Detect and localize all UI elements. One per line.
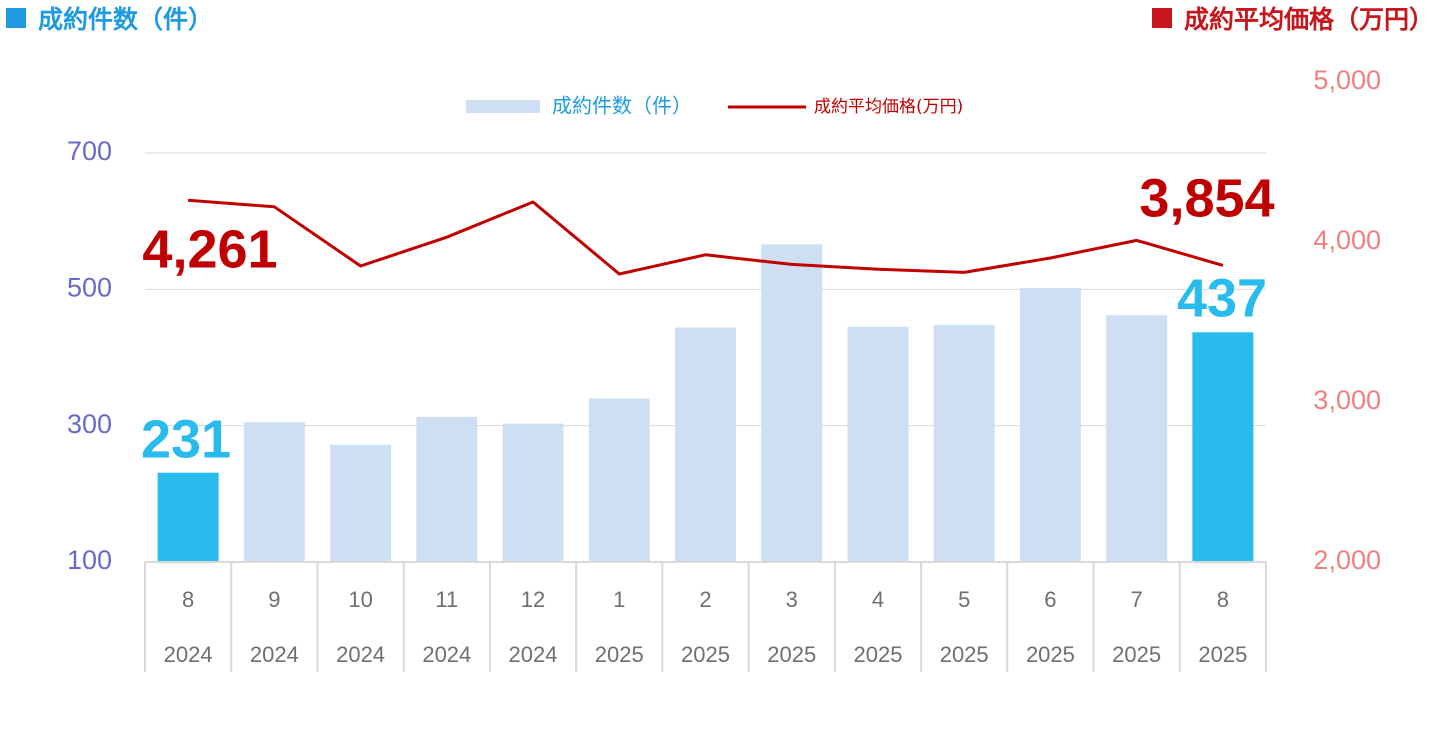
category-year-label: 2025	[1112, 642, 1161, 667]
bar	[243, 422, 305, 562]
category-year-label: 2024	[164, 642, 213, 667]
bar	[847, 326, 909, 562]
right-axis-tick-label: 3,000	[1313, 385, 1381, 415]
data-label-bar-first: 231	[141, 409, 231, 469]
category-year-label: 2024	[509, 642, 558, 667]
right-axis-tick-label: 4,000	[1313, 225, 1381, 255]
data-label-bar-last: 437	[1177, 268, 1267, 328]
right-axis-title: 成約平均価格（万円）	[1151, 0, 1434, 36]
price-line	[187, 198, 1224, 276]
data-label-line-last: 3,854	[1139, 168, 1274, 228]
square-icon	[6, 8, 26, 28]
bar	[502, 423, 564, 562]
bar	[157, 472, 219, 562]
bar	[675, 327, 736, 562]
bar	[933, 324, 995, 562]
bar	[330, 444, 392, 562]
category-month-label: 1	[613, 587, 625, 612]
category-year-label: 2025	[681, 642, 730, 667]
left-axis-title-text: 成約件数（件）	[38, 5, 214, 34]
category-month-label: 8	[1217, 587, 1229, 612]
left-axis-tick-label: 500	[67, 272, 112, 302]
right-axis-title-text: 成約平均価格（万円）	[1183, 5, 1434, 34]
category-year-label: 2025	[767, 642, 816, 667]
category-month-label: 10	[348, 587, 372, 612]
bar	[1106, 315, 1168, 562]
bar	[1019, 287, 1081, 562]
category-month-label: 11	[435, 587, 458, 612]
bar	[1192, 332, 1254, 562]
left-axis-tick-label: 700	[67, 136, 112, 166]
square-icon	[1151, 8, 1172, 28]
category-year-label: 2025	[595, 642, 644, 667]
category-year-label: 2024	[336, 642, 385, 667]
category-year-label: 2024	[250, 642, 299, 667]
category-month-label: 5	[958, 587, 970, 612]
left-axis-title: 成約件数（件）	[6, 0, 213, 36]
category-month-label: 7	[1131, 587, 1143, 612]
category-month-label: 9	[268, 587, 280, 612]
legend-bar-swatch	[466, 100, 540, 113]
legend-bar-label: 成約件数（件）	[552, 94, 692, 118]
left-axis-tick-label: 300	[67, 409, 112, 439]
data-label-line-first: 4,261	[142, 219, 277, 279]
category-month-label: 2	[699, 587, 711, 612]
bar	[761, 244, 823, 563]
right-axis-tick-label: 5,000	[1313, 65, 1381, 95]
bar	[588, 398, 650, 562]
bar	[416, 416, 478, 562]
category-month-label: 12	[521, 587, 545, 612]
category-year-label: 2025	[1026, 642, 1075, 667]
category-month-label: 3	[786, 587, 798, 612]
category-year-label: 2024	[422, 642, 471, 667]
left-axis-tick-label: 100	[67, 545, 112, 575]
category-year-label: 2025	[853, 642, 902, 667]
right-axis-tick-label: 2,000	[1313, 545, 1381, 575]
category-month-label: 6	[1044, 587, 1056, 612]
category-year-label: 2025	[940, 642, 989, 667]
category-month-label: 4	[872, 587, 884, 612]
category-month-label: 8	[182, 587, 194, 612]
category-year-label: 2025	[1198, 642, 1247, 667]
legend-line-label: 成約平均価格(万円)	[814, 97, 963, 117]
